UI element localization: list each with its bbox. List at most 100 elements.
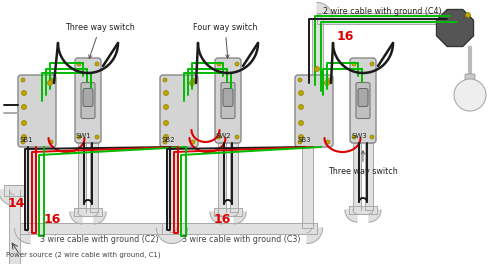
Bar — [353, 143, 361, 210]
Circle shape — [314, 67, 320, 72]
Circle shape — [370, 62, 374, 66]
Text: 3 wire cable with ground (C3): 3 wire cable with ground (C3) — [182, 235, 300, 244]
Polygon shape — [210, 212, 222, 224]
Text: SW2: SW2 — [216, 133, 232, 139]
Text: 16: 16 — [44, 213, 60, 226]
Polygon shape — [172, 228, 188, 243]
FancyBboxPatch shape — [221, 82, 235, 119]
Text: 16: 16 — [214, 213, 230, 226]
Circle shape — [217, 135, 221, 139]
Circle shape — [77, 62, 81, 66]
Polygon shape — [369, 210, 381, 222]
Text: 2 wire cable with ground (C4): 2 wire cable with ground (C4) — [323, 7, 442, 16]
Polygon shape — [345, 210, 357, 222]
Polygon shape — [94, 212, 106, 224]
FancyBboxPatch shape — [350, 58, 376, 143]
Circle shape — [217, 62, 221, 66]
Circle shape — [164, 134, 168, 139]
FancyBboxPatch shape — [81, 82, 95, 119]
Circle shape — [164, 91, 168, 96]
FancyBboxPatch shape — [75, 58, 101, 143]
Circle shape — [163, 140, 167, 144]
Circle shape — [326, 78, 330, 82]
Bar — [317, 12, 450, 23]
Bar — [20, 223, 182, 233]
Polygon shape — [156, 228, 172, 243]
Circle shape — [22, 91, 26, 96]
Circle shape — [49, 140, 53, 144]
Polygon shape — [317, 2, 332, 18]
Circle shape — [22, 105, 26, 110]
Text: 14: 14 — [8, 197, 25, 210]
Bar — [349, 206, 377, 214]
FancyBboxPatch shape — [465, 74, 475, 88]
Text: SB3: SB3 — [297, 137, 310, 143]
Bar — [78, 143, 86, 212]
Circle shape — [235, 135, 239, 139]
Circle shape — [21, 78, 25, 82]
Circle shape — [298, 78, 302, 82]
FancyBboxPatch shape — [295, 75, 333, 147]
FancyBboxPatch shape — [356, 82, 370, 119]
Circle shape — [48, 81, 52, 86]
Circle shape — [95, 62, 99, 66]
Polygon shape — [307, 228, 322, 243]
Circle shape — [191, 78, 195, 82]
Bar — [74, 208, 102, 216]
Text: Three way switch: Three way switch — [65, 23, 135, 58]
Circle shape — [324, 81, 330, 86]
FancyBboxPatch shape — [83, 88, 93, 106]
Bar — [24, 147, 36, 228]
Bar — [90, 143, 98, 212]
Bar — [218, 143, 226, 212]
Circle shape — [298, 91, 304, 96]
Text: SB1: SB1 — [20, 137, 34, 143]
Circle shape — [164, 120, 168, 125]
Text: SB2: SB2 — [162, 137, 175, 143]
Circle shape — [298, 105, 304, 110]
Circle shape — [77, 135, 81, 139]
Bar — [166, 147, 177, 228]
Bar — [365, 143, 373, 210]
Polygon shape — [14, 228, 30, 243]
Circle shape — [326, 140, 330, 144]
Bar — [302, 147, 312, 228]
FancyBboxPatch shape — [18, 75, 56, 147]
Circle shape — [454, 79, 486, 111]
Circle shape — [235, 62, 239, 66]
Circle shape — [190, 81, 194, 86]
Bar — [162, 223, 317, 233]
Polygon shape — [0, 190, 14, 205]
Bar — [4, 185, 25, 196]
Circle shape — [21, 140, 25, 144]
Circle shape — [164, 105, 168, 110]
Circle shape — [298, 140, 302, 144]
Circle shape — [163, 78, 167, 82]
Circle shape — [49, 78, 53, 82]
Bar — [230, 143, 238, 212]
Circle shape — [298, 120, 304, 125]
Text: SW1: SW1 — [76, 133, 92, 139]
Circle shape — [191, 140, 195, 144]
Polygon shape — [70, 212, 82, 224]
Circle shape — [22, 134, 26, 139]
Text: Three way switch: Three way switch — [328, 151, 398, 176]
FancyBboxPatch shape — [160, 75, 198, 147]
Polygon shape — [436, 10, 474, 46]
FancyBboxPatch shape — [358, 88, 368, 106]
Circle shape — [466, 12, 470, 17]
Bar — [214, 208, 242, 216]
Text: SW3: SW3 — [351, 133, 367, 139]
FancyBboxPatch shape — [215, 58, 241, 143]
Circle shape — [95, 135, 99, 139]
Text: 3 wire cable with ground (C2): 3 wire cable with ground (C2) — [40, 235, 158, 244]
FancyBboxPatch shape — [223, 88, 233, 106]
Text: Power source (2 wire cable with ground, C1): Power source (2 wire cable with ground, … — [6, 251, 160, 257]
Text: 16: 16 — [337, 30, 354, 43]
Bar — [312, 18, 322, 75]
Circle shape — [352, 62, 356, 66]
Circle shape — [370, 135, 374, 139]
Polygon shape — [234, 212, 246, 224]
Circle shape — [298, 134, 304, 139]
Bar — [166, 147, 177, 228]
